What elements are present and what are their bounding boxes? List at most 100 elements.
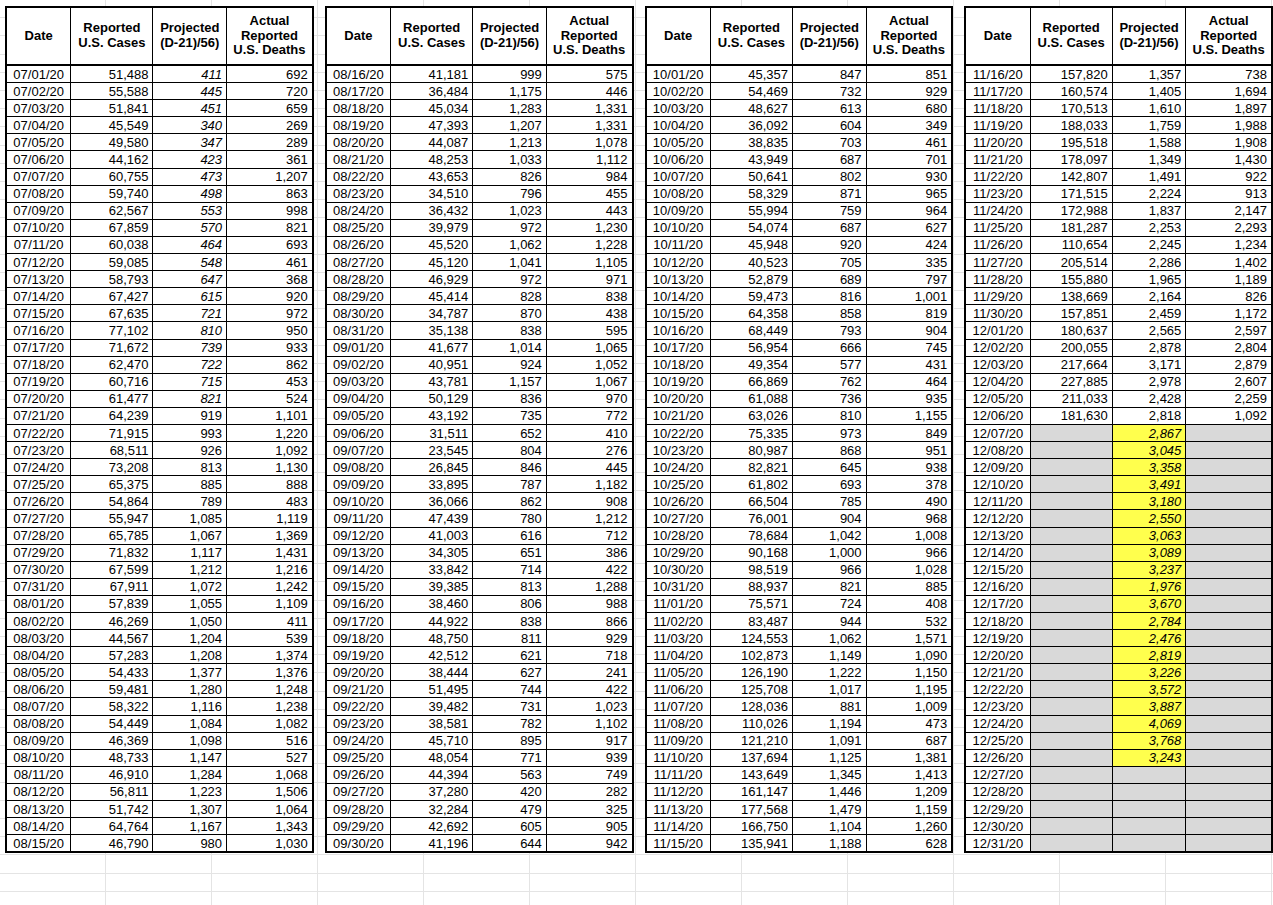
cell-actual-deaths[interactable]: 965 bbox=[866, 185, 952, 202]
cell-projected[interactable]: 689 bbox=[792, 271, 866, 288]
cell-reported-cases[interactable]: 44,922 bbox=[391, 613, 473, 630]
cell-projected[interactable]: 926 bbox=[153, 442, 227, 459]
cell-reported-cases[interactable] bbox=[1030, 424, 1112, 441]
cell-date[interactable]: 07/12/20 bbox=[6, 254, 71, 271]
cell-projected[interactable]: 811 bbox=[473, 630, 547, 647]
cell-actual-deaths[interactable]: 1,101 bbox=[227, 407, 313, 424]
cell-projected[interactable]: 993 bbox=[153, 424, 227, 441]
cell-date[interactable]: 11/18/20 bbox=[965, 100, 1030, 117]
cell-actual-deaths[interactable]: 984 bbox=[546, 168, 632, 185]
cell-reported-cases[interactable]: 36,092 bbox=[710, 117, 792, 134]
cell-projected[interactable]: 3,243 bbox=[1112, 749, 1186, 766]
cell-reported-cases[interactable]: 64,239 bbox=[71, 407, 153, 424]
cell-date[interactable]: 09/02/20 bbox=[326, 356, 391, 373]
cell-date[interactable]: 10/18/20 bbox=[646, 356, 711, 373]
cell-actual-deaths[interactable]: 1,023 bbox=[546, 698, 632, 715]
cell-projected[interactable] bbox=[1112, 766, 1186, 783]
cell-actual-deaths[interactable]: 821 bbox=[227, 219, 313, 236]
cell-actual-deaths[interactable] bbox=[1186, 732, 1272, 749]
cell-projected[interactable]: 616 bbox=[473, 527, 547, 544]
cell-actual-deaths[interactable] bbox=[1186, 510, 1272, 527]
cell-date[interactable]: 11/07/20 bbox=[646, 698, 711, 715]
cell-date[interactable]: 12/11/20 bbox=[965, 493, 1030, 510]
cell-reported-cases[interactable]: 227,885 bbox=[1030, 373, 1112, 390]
cell-reported-cases[interactable]: 48,253 bbox=[391, 151, 473, 168]
cell-actual-deaths[interactable]: 443 bbox=[546, 202, 632, 219]
cell-actual-deaths[interactable]: 1,331 bbox=[546, 117, 632, 134]
cell-reported-cases[interactable]: 195,518 bbox=[1030, 134, 1112, 151]
cell-projected[interactable]: 1,050 bbox=[153, 613, 227, 630]
cell-date[interactable]: 10/27/20 bbox=[646, 510, 711, 527]
cell-actual-deaths[interactable]: 424 bbox=[866, 236, 952, 253]
cell-reported-cases[interactable]: 23,545 bbox=[391, 442, 473, 459]
cell-date[interactable]: 09/14/20 bbox=[326, 561, 391, 578]
cell-actual-deaths[interactable]: 905 bbox=[546, 818, 632, 835]
cell-projected[interactable]: 1,194 bbox=[792, 715, 866, 732]
cell-actual-deaths[interactable]: 968 bbox=[866, 510, 952, 527]
cell-date[interactable]: 12/29/20 bbox=[965, 801, 1030, 818]
cell-date[interactable]: 09/06/20 bbox=[326, 424, 391, 441]
cell-date[interactable]: 09/01/20 bbox=[326, 339, 391, 356]
cell-date[interactable]: 10/23/20 bbox=[646, 442, 711, 459]
cell-reported-cases[interactable]: 61,477 bbox=[71, 390, 153, 407]
cell-date[interactable]: 09/10/20 bbox=[326, 493, 391, 510]
cell-actual-deaths[interactable]: 1,001 bbox=[866, 288, 952, 305]
cell-actual-deaths[interactable]: 1,288 bbox=[546, 578, 632, 595]
cell-actual-deaths[interactable]: 1,331 bbox=[546, 100, 632, 117]
cell-date[interactable]: 07/05/20 bbox=[6, 134, 71, 151]
cell-reported-cases[interactable]: 59,740 bbox=[71, 185, 153, 202]
cell-actual-deaths[interactable]: 1,230 bbox=[546, 219, 632, 236]
cell-projected[interactable]: 1,084 bbox=[153, 715, 227, 732]
cell-date[interactable]: 12/04/20 bbox=[965, 373, 1030, 390]
cell-reported-cases[interactable] bbox=[1030, 681, 1112, 698]
cell-date[interactable]: 11/24/20 bbox=[965, 202, 1030, 219]
cell-actual-deaths[interactable] bbox=[1186, 766, 1272, 783]
cell-projected[interactable]: 2,459 bbox=[1112, 305, 1186, 322]
cell-projected[interactable]: 1,149 bbox=[792, 647, 866, 664]
cell-reported-cases[interactable]: 41,196 bbox=[391, 835, 473, 853]
cell-actual-deaths[interactable]: 422 bbox=[546, 561, 632, 578]
cell-date[interactable]: 07/19/20 bbox=[6, 373, 71, 390]
cell-projected[interactable]: 813 bbox=[153, 459, 227, 476]
cell-actual-deaths[interactable]: 1,109 bbox=[227, 595, 313, 612]
cell-date[interactable]: 09/18/20 bbox=[326, 630, 391, 647]
cell-reported-cases[interactable]: 41,003 bbox=[391, 527, 473, 544]
cell-projected[interactable]: 3,572 bbox=[1112, 681, 1186, 698]
cell-reported-cases[interactable]: 124,553 bbox=[710, 630, 792, 647]
cell-date[interactable]: 07/04/20 bbox=[6, 117, 71, 134]
cell-date[interactable]: 08/07/20 bbox=[6, 698, 71, 715]
cell-projected[interactable]: 785 bbox=[792, 493, 866, 510]
cell-projected[interactable]: 1,446 bbox=[792, 783, 866, 800]
cell-reported-cases[interactable]: 180,637 bbox=[1030, 322, 1112, 339]
cell-projected[interactable]: 411 bbox=[153, 65, 227, 83]
cell-actual-deaths[interactable]: 1,402 bbox=[1186, 254, 1272, 271]
cell-projected[interactable]: 828 bbox=[473, 288, 547, 305]
cell-projected[interactable]: 735 bbox=[473, 407, 547, 424]
cell-reported-cases[interactable] bbox=[1030, 647, 1112, 664]
cell-reported-cases[interactable]: 71,672 bbox=[71, 339, 153, 356]
cell-actual-deaths[interactable]: 849 bbox=[866, 424, 952, 441]
cell-projected[interactable]: 644 bbox=[473, 835, 547, 853]
cell-date[interactable]: 12/12/20 bbox=[965, 510, 1030, 527]
cell-date[interactable]: 12/02/20 bbox=[965, 339, 1030, 356]
header-date[interactable]: Date bbox=[965, 7, 1030, 65]
cell-actual-deaths[interactable]: 938 bbox=[866, 459, 952, 476]
cell-actual-deaths[interactable]: 446 bbox=[546, 83, 632, 100]
cell-date[interactable]: 10/25/20 bbox=[646, 476, 711, 493]
cell-reported-cases[interactable] bbox=[1030, 801, 1112, 818]
cell-actual-deaths[interactable]: 483 bbox=[227, 493, 313, 510]
cell-actual-deaths[interactable]: 1,067 bbox=[546, 373, 632, 390]
cell-date[interactable]: 12/18/20 bbox=[965, 613, 1030, 630]
cell-date[interactable]: 08/23/20 bbox=[326, 185, 391, 202]
cell-projected[interactable]: 1,041 bbox=[473, 254, 547, 271]
cell-reported-cases[interactable]: 46,269 bbox=[71, 613, 153, 630]
cell-reported-cases[interactable] bbox=[1030, 715, 1112, 732]
cell-projected[interactable]: 548 bbox=[153, 254, 227, 271]
cell-actual-deaths[interactable]: 862 bbox=[227, 356, 313, 373]
cell-projected[interactable]: 1,033 bbox=[473, 151, 547, 168]
cell-reported-cases[interactable]: 125,708 bbox=[710, 681, 792, 698]
cell-date[interactable]: 11/14/20 bbox=[646, 818, 711, 835]
cell-reported-cases[interactable]: 26,845 bbox=[391, 459, 473, 476]
cell-reported-cases[interactable] bbox=[1030, 561, 1112, 578]
cell-reported-cases[interactable]: 55,588 bbox=[71, 83, 153, 100]
